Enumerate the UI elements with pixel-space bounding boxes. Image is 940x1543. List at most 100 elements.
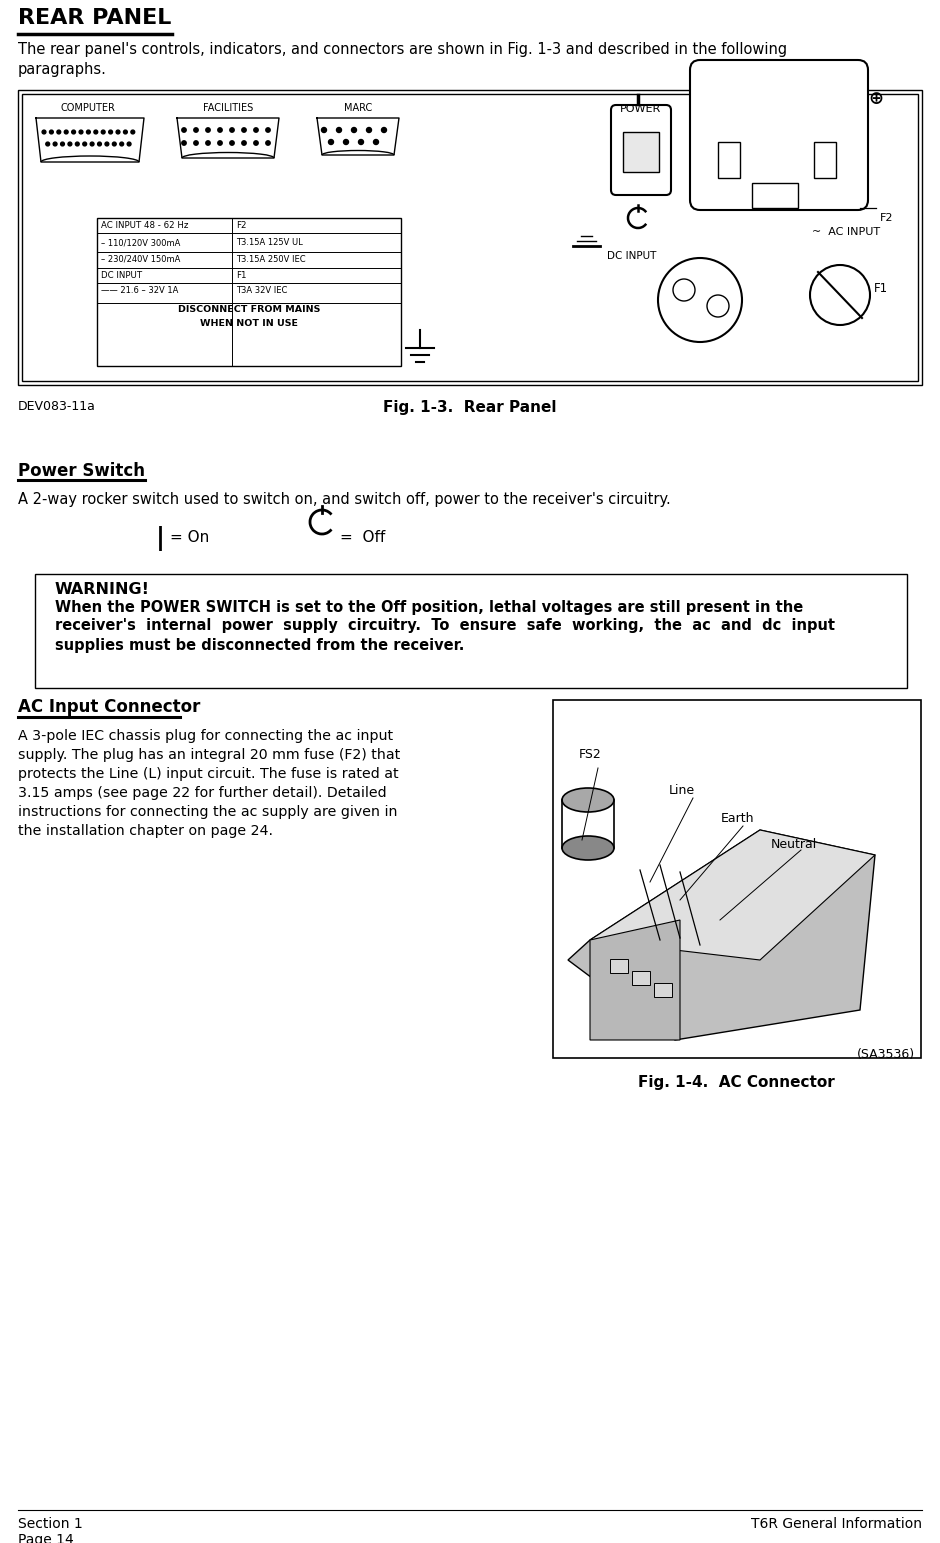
Text: T3.15A 125V UL: T3.15A 125V UL	[236, 238, 303, 247]
Bar	[752, 184, 798, 208]
Circle shape	[46, 142, 50, 147]
Text: protects the Line (L) input circuit. The fuse is rated at: protects the Line (L) input circuit. The…	[18, 767, 399, 781]
Bar	[623, 133, 659, 171]
Circle shape	[810, 265, 870, 326]
Text: AC INPUT 48 - 62 Hz: AC INPUT 48 - 62 Hz	[101, 221, 188, 230]
Circle shape	[328, 139, 334, 145]
Circle shape	[218, 128, 222, 133]
Circle shape	[79, 130, 83, 134]
Text: REAR PANEL: REAR PANEL	[18, 8, 171, 28]
Text: FACILITIES: FACILITIES	[203, 103, 253, 113]
Text: WARNING!: WARNING!	[55, 582, 150, 597]
Text: T6R General Information: T6R General Information	[751, 1517, 922, 1531]
Circle shape	[254, 140, 258, 145]
Text: (SA3536): (SA3536)	[857, 1048, 915, 1062]
Circle shape	[194, 128, 198, 133]
Text: F1: F1	[236, 272, 246, 279]
Circle shape	[117, 130, 120, 134]
FancyBboxPatch shape	[611, 105, 671, 194]
Circle shape	[105, 142, 109, 147]
Text: paragraphs.: paragraphs.	[18, 62, 107, 77]
Circle shape	[673, 279, 695, 301]
Text: F2: F2	[236, 221, 246, 230]
Text: DISCONNECT FROM MAINS: DISCONNECT FROM MAINS	[178, 306, 321, 313]
Circle shape	[242, 128, 246, 133]
Text: supply. The plug has an integral 20 mm fuse (F2) that: supply. The plug has an integral 20 mm f…	[18, 748, 400, 762]
Text: Earth: Earth	[721, 812, 755, 826]
Text: = On: = On	[170, 529, 210, 545]
Text: Fig. 1-3.  Rear Panel: Fig. 1-3. Rear Panel	[384, 400, 556, 415]
Circle shape	[60, 142, 65, 147]
Text: F2: F2	[880, 213, 894, 224]
Circle shape	[181, 140, 186, 145]
Text: |: |	[155, 526, 164, 551]
Text: ~  AC INPUT: ~ AC INPUT	[812, 227, 880, 238]
Circle shape	[181, 128, 186, 133]
Polygon shape	[568, 830, 875, 1040]
Text: =  Off: = Off	[340, 529, 385, 545]
Text: instructions for connecting the ac supply are given in: instructions for connecting the ac suppl…	[18, 805, 398, 819]
Text: A 2-way rocker switch used to switch on, and switch off, power to the receiver's: A 2-way rocker switch used to switch on,…	[18, 492, 671, 508]
Circle shape	[229, 140, 234, 145]
Text: Neutral: Neutral	[771, 838, 817, 852]
Bar	[18, 89, 922, 386]
Text: WHEN NOT IN USE: WHEN NOT IN USE	[200, 319, 298, 329]
Bar	[814, 142, 836, 177]
Text: – 230/240V 150mA: – 230/240V 150mA	[101, 255, 180, 264]
Bar	[654, 983, 672, 997]
Bar	[610, 960, 628, 974]
Circle shape	[229, 128, 234, 133]
Circle shape	[71, 130, 75, 134]
Text: T3.15A 250V IEC: T3.15A 250V IEC	[236, 255, 306, 264]
Ellipse shape	[562, 836, 614, 859]
Circle shape	[242, 140, 246, 145]
Circle shape	[206, 128, 211, 133]
Circle shape	[42, 130, 46, 134]
Circle shape	[50, 130, 54, 134]
Text: Line: Line	[669, 784, 695, 798]
Circle shape	[254, 128, 258, 133]
Circle shape	[382, 128, 386, 133]
Text: Section 1: Section 1	[18, 1517, 83, 1531]
FancyBboxPatch shape	[690, 60, 868, 210]
Circle shape	[658, 258, 742, 343]
Text: T3A 32V IEC: T3A 32V IEC	[236, 285, 288, 295]
Circle shape	[206, 140, 211, 145]
Text: Page 14: Page 14	[18, 1534, 73, 1543]
Text: DEV083-11a: DEV083-11a	[18, 400, 96, 414]
Polygon shape	[590, 920, 680, 1040]
Bar	[553, 701, 921, 1058]
Circle shape	[94, 130, 98, 134]
Circle shape	[109, 130, 113, 134]
Text: A 3-pole IEC chassis plug for connecting the ac input: A 3-pole IEC chassis plug for connecting…	[18, 728, 393, 744]
Circle shape	[352, 128, 356, 133]
Circle shape	[68, 142, 71, 147]
Circle shape	[123, 130, 127, 134]
Text: —— 21.6 – 32V 1A: —— 21.6 – 32V 1A	[101, 285, 179, 295]
Bar	[97, 218, 401, 366]
Circle shape	[119, 142, 123, 147]
Bar	[718, 142, 740, 177]
Circle shape	[102, 130, 105, 134]
Circle shape	[75, 142, 79, 147]
Text: ⊕: ⊕	[869, 89, 884, 108]
Text: supplies must be disconnected from the receiver.: supplies must be disconnected from the r…	[55, 637, 464, 653]
Circle shape	[321, 128, 326, 133]
Ellipse shape	[562, 788, 614, 812]
Circle shape	[83, 142, 86, 147]
Bar	[35, 574, 907, 688]
Text: – 110/120V 300mA: – 110/120V 300mA	[101, 238, 180, 247]
Circle shape	[113, 142, 117, 147]
Text: FS2: FS2	[579, 748, 602, 761]
Text: DC INPUT: DC INPUT	[607, 252, 656, 261]
Circle shape	[266, 140, 270, 145]
Text: 3.15 amps (see page 22 for further detail). Detailed: 3.15 amps (see page 22 for further detai…	[18, 785, 386, 799]
Circle shape	[218, 140, 222, 145]
Text: AC Input Connector: AC Input Connector	[18, 697, 200, 716]
Bar	[632, 971, 650, 984]
Text: The rear panel's controls, indicators, and connectors are shown in Fig. 1-3 and : The rear panel's controls, indicators, a…	[18, 42, 787, 57]
Circle shape	[86, 130, 90, 134]
Text: COMPUTER: COMPUTER	[60, 103, 116, 113]
Circle shape	[707, 295, 729, 316]
Text: POWER: POWER	[620, 103, 661, 114]
